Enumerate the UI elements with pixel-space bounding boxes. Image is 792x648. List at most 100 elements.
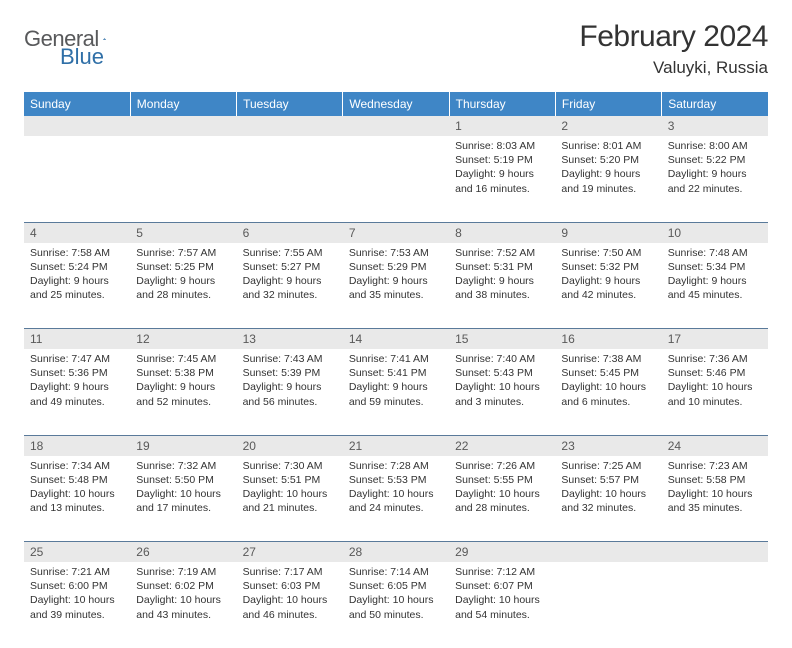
day-number-cell: 15: [449, 329, 555, 350]
day-cell: [343, 136, 449, 222]
day-number-cell: 19: [130, 435, 236, 456]
weekday-header: Wednesday: [343, 92, 449, 116]
day-cell: Sunrise: 7:52 AMSunset: 5:31 PMDaylight:…: [449, 243, 555, 329]
day-cell: Sunrise: 8:00 AMSunset: 5:22 PMDaylight:…: [662, 136, 768, 222]
month-title: February 2024: [579, 20, 768, 54]
day-number-cell: [343, 116, 449, 136]
day-cell: Sunrise: 7:25 AMSunset: 5:57 PMDaylight:…: [555, 456, 661, 542]
day-cell: Sunrise: 7:36 AMSunset: 5:46 PMDaylight:…: [662, 349, 768, 435]
weekday-header-row: Sunday Monday Tuesday Wednesday Thursday…: [24, 92, 768, 116]
day-number-cell: 14: [343, 329, 449, 350]
day-details: Sunrise: 7:38 AMSunset: 5:45 PMDaylight:…: [555, 349, 661, 415]
day-details: Sunrise: 7:14 AMSunset: 6:05 PMDaylight:…: [343, 562, 449, 628]
day-cell: Sunrise: 7:12 AMSunset: 6:07 PMDaylight:…: [449, 562, 555, 648]
day-number-cell: 3: [662, 116, 768, 136]
day-cell: Sunrise: 8:03 AMSunset: 5:19 PMDaylight:…: [449, 136, 555, 222]
weekday-header: Tuesday: [237, 92, 343, 116]
day-number-cell: 2: [555, 116, 661, 136]
day-cell: [24, 136, 130, 222]
day-number-cell: 11: [24, 329, 130, 350]
day-number-cell: [130, 116, 236, 136]
calendar-table: Sunday Monday Tuesday Wednesday Thursday…: [24, 92, 768, 648]
brand-word2: Blue: [60, 44, 104, 70]
day-number-cell: 16: [555, 329, 661, 350]
day-number-cell: 12: [130, 329, 236, 350]
day-number-cell: [662, 542, 768, 563]
location: Valuyki, Russia: [579, 58, 768, 78]
day-details: Sunrise: 7:26 AMSunset: 5:55 PMDaylight:…: [449, 456, 555, 522]
day-cell: Sunrise: 7:47 AMSunset: 5:36 PMDaylight:…: [24, 349, 130, 435]
day-number-cell: 7: [343, 222, 449, 243]
day-number-cell: [24, 116, 130, 136]
day-cell: [237, 136, 343, 222]
day-cell: Sunrise: 8:01 AMSunset: 5:20 PMDaylight:…: [555, 136, 661, 222]
day-number-cell: 5: [130, 222, 236, 243]
daynum-row: 2526272829: [24, 542, 768, 563]
daynum-row: 18192021222324: [24, 435, 768, 456]
day-number-cell: 26: [130, 542, 236, 563]
week-content-row: Sunrise: 8:03 AMSunset: 5:19 PMDaylight:…: [24, 136, 768, 222]
day-cell: Sunrise: 7:23 AMSunset: 5:58 PMDaylight:…: [662, 456, 768, 542]
day-number-cell: 8: [449, 222, 555, 243]
day-number-cell: 28: [343, 542, 449, 563]
day-details: Sunrise: 7:32 AMSunset: 5:50 PMDaylight:…: [130, 456, 236, 522]
day-number-cell: [237, 116, 343, 136]
day-number-cell: 13: [237, 329, 343, 350]
day-cell: Sunrise: 7:55 AMSunset: 5:27 PMDaylight:…: [237, 243, 343, 329]
weekday-header: Saturday: [662, 92, 768, 116]
weekday-header: Friday: [555, 92, 661, 116]
day-details: Sunrise: 7:12 AMSunset: 6:07 PMDaylight:…: [449, 562, 555, 628]
weekday-header: Sunday: [24, 92, 130, 116]
day-cell: Sunrise: 7:53 AMSunset: 5:29 PMDaylight:…: [343, 243, 449, 329]
day-cell: Sunrise: 7:17 AMSunset: 6:03 PMDaylight:…: [237, 562, 343, 648]
daynum-row: 123: [24, 116, 768, 136]
day-cell: Sunrise: 7:34 AMSunset: 5:48 PMDaylight:…: [24, 456, 130, 542]
day-number-cell: 6: [237, 222, 343, 243]
day-number-cell: 27: [237, 542, 343, 563]
day-details: Sunrise: 7:23 AMSunset: 5:58 PMDaylight:…: [662, 456, 768, 522]
day-number-cell: 23: [555, 435, 661, 456]
day-number-cell: 25: [24, 542, 130, 563]
day-details: Sunrise: 7:50 AMSunset: 5:32 PMDaylight:…: [555, 243, 661, 309]
week-content-row: Sunrise: 7:58 AMSunset: 5:24 PMDaylight:…: [24, 243, 768, 329]
day-cell: Sunrise: 7:48 AMSunset: 5:34 PMDaylight:…: [662, 243, 768, 329]
day-cell: Sunrise: 7:41 AMSunset: 5:41 PMDaylight:…: [343, 349, 449, 435]
day-details: Sunrise: 8:00 AMSunset: 5:22 PMDaylight:…: [662, 136, 768, 202]
week-content-row: Sunrise: 7:21 AMSunset: 6:00 PMDaylight:…: [24, 562, 768, 648]
day-cell: [130, 136, 236, 222]
day-details: Sunrise: 7:58 AMSunset: 5:24 PMDaylight:…: [24, 243, 130, 309]
day-details: Sunrise: 8:01 AMSunset: 5:20 PMDaylight:…: [555, 136, 661, 202]
day-cell: Sunrise: 7:19 AMSunset: 6:02 PMDaylight:…: [130, 562, 236, 648]
daynum-row: 45678910: [24, 222, 768, 243]
day-cell: [555, 562, 661, 648]
day-details: Sunrise: 7:40 AMSunset: 5:43 PMDaylight:…: [449, 349, 555, 415]
day-details: Sunrise: 7:43 AMSunset: 5:39 PMDaylight:…: [237, 349, 343, 415]
day-details: Sunrise: 7:45 AMSunset: 5:38 PMDaylight:…: [130, 349, 236, 415]
day-details: Sunrise: 8:03 AMSunset: 5:19 PMDaylight:…: [449, 136, 555, 202]
day-number-cell: 9: [555, 222, 661, 243]
header: General February 2024 Valuyki, Russia: [24, 20, 768, 78]
day-cell: Sunrise: 7:30 AMSunset: 5:51 PMDaylight:…: [237, 456, 343, 542]
weekday-header: Monday: [130, 92, 236, 116]
day-number-cell: 18: [24, 435, 130, 456]
day-details: Sunrise: 7:28 AMSunset: 5:53 PMDaylight:…: [343, 456, 449, 522]
day-cell: Sunrise: 7:21 AMSunset: 6:00 PMDaylight:…: [24, 562, 130, 648]
daynum-row: 11121314151617: [24, 329, 768, 350]
day-details: Sunrise: 7:36 AMSunset: 5:46 PMDaylight:…: [662, 349, 768, 415]
day-details: Sunrise: 7:52 AMSunset: 5:31 PMDaylight:…: [449, 243, 555, 309]
day-number-cell: 10: [662, 222, 768, 243]
title-block: February 2024 Valuyki, Russia: [579, 20, 768, 78]
day-cell: Sunrise: 7:43 AMSunset: 5:39 PMDaylight:…: [237, 349, 343, 435]
day-cell: Sunrise: 7:45 AMSunset: 5:38 PMDaylight:…: [130, 349, 236, 435]
day-details: Sunrise: 7:53 AMSunset: 5:29 PMDaylight:…: [343, 243, 449, 309]
day-number-cell: 29: [449, 542, 555, 563]
day-number-cell: 21: [343, 435, 449, 456]
day-number-cell: 17: [662, 329, 768, 350]
day-details: Sunrise: 7:41 AMSunset: 5:41 PMDaylight:…: [343, 349, 449, 415]
day-number-cell: 4: [24, 222, 130, 243]
day-details: Sunrise: 7:21 AMSunset: 6:00 PMDaylight:…: [24, 562, 130, 628]
day-cell: Sunrise: 7:28 AMSunset: 5:53 PMDaylight:…: [343, 456, 449, 542]
day-cell: Sunrise: 7:32 AMSunset: 5:50 PMDaylight:…: [130, 456, 236, 542]
day-cell: [662, 562, 768, 648]
day-cell: Sunrise: 7:38 AMSunset: 5:45 PMDaylight:…: [555, 349, 661, 435]
